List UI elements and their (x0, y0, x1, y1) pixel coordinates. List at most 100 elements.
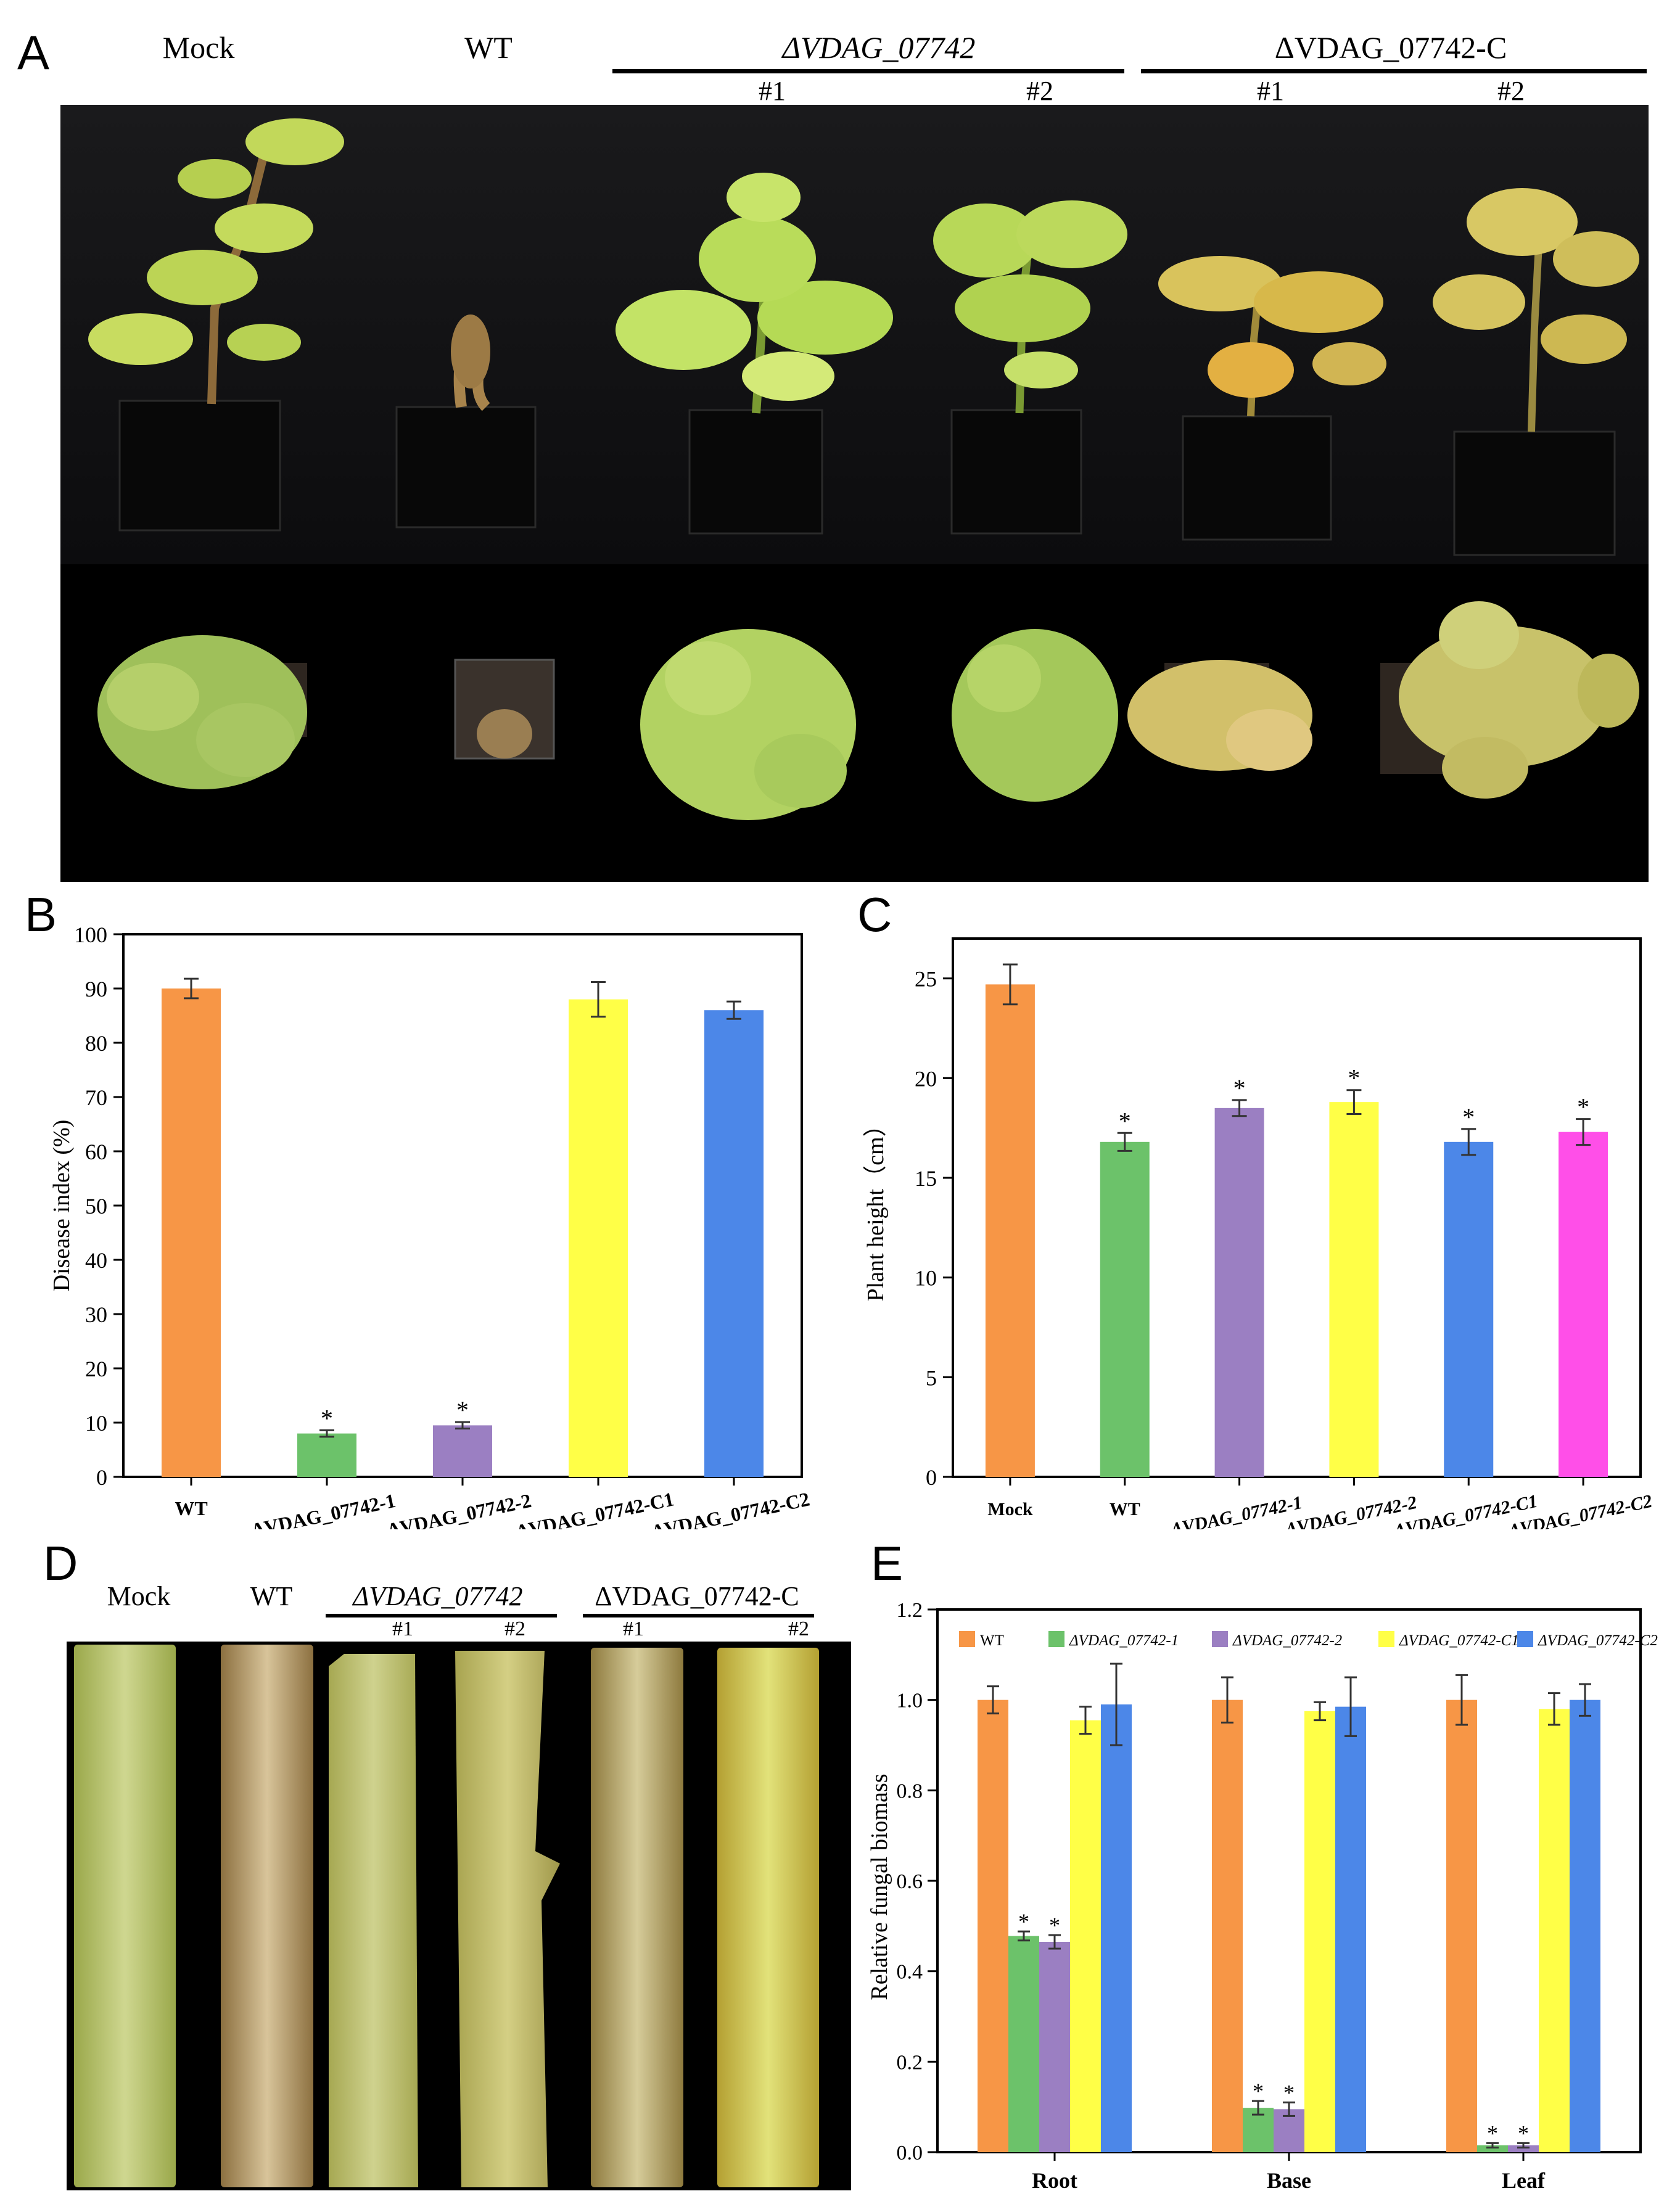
legend-swatch (1517, 1631, 1533, 1647)
panel-a-mutant-line1: #1 (759, 76, 786, 106)
bar-Mock (985, 984, 1035, 1477)
x-tick-label: ΔVDAG_07742-1 (250, 1489, 397, 1529)
significance-mark: * (456, 1396, 469, 1424)
chart-c-y-axis: 0 5 10 15 20 25 (915, 967, 953, 1490)
legend-label: ΔVDAG_07742-1 (1069, 1632, 1179, 1649)
panel-a-complement-line2: #2 (1497, 76, 1525, 106)
panel-d-label-complement: ΔVDAG_07742-C (595, 1581, 799, 1611)
panel-d-label-mock: Mock (107, 1581, 171, 1611)
legend-swatch (1048, 1631, 1064, 1647)
bar-WT (162, 989, 221, 1477)
panel-a-label-complement: ΔVDAG_07742-C (1274, 30, 1507, 65)
y-tick-label: 0.4 (897, 1961, 923, 1984)
chart-b-frame (122, 933, 803, 1478)
y-tick-label: 15 (915, 1166, 937, 1191)
bar-Leaf-ΔVDAG_07742-2 (1508, 2145, 1539, 2152)
bar-ΔVDAG_07742-1 (297, 1433, 356, 1477)
chart-e-y-axis: 0.0 0.2 0.4 0.6 0.8 1.0 1.2 (897, 1599, 937, 2164)
panel-d-label-wt: WT (250, 1581, 293, 1611)
bar-Leaf-ΔVDAG_07742-1 (1477, 2145, 1508, 2152)
significance-mark: * (1233, 1074, 1246, 1102)
chart-e-x-axis: Root Base Leaf (1032, 2152, 1546, 2193)
legend-swatch (1212, 1631, 1228, 1647)
chart-c-frame (952, 937, 1642, 1478)
panel-d-mutant-line1: #1 (392, 1617, 413, 1640)
chart-c-bars: * * * * * (985, 963, 1608, 1477)
panel-d-label-mutant: ΔVDAG_07742 (353, 1581, 523, 1611)
bar-WT (1100, 1141, 1150, 1477)
bar-ΔVDAG_07742-2 (1329, 1102, 1379, 1477)
x-tick-label: ΔVDAG_07742-2 (385, 1489, 533, 1529)
panel-a-letter: A (17, 25, 50, 80)
panel-a-label-mutant: ΔVDAG_07742 (782, 30, 976, 65)
bar-Base-ΔVDAG_07742-C1 (1304, 1711, 1335, 2152)
chart-e-fungal-biomass: WT ΔVDAG_07742-1 ΔVDAG_07742-2 ΔVDAG_07742-… (867, 1599, 1658, 2193)
significance-mark: * (321, 1404, 333, 1432)
bar-ΔVDAG_07742-C2 (704, 1010, 764, 1477)
bar-Root-ΔVDAG_07742-C2 (1101, 1704, 1132, 2152)
panel-b-letter: B (25, 887, 57, 942)
panel-a-plant-photo (60, 105, 1649, 882)
legend-label: ΔVDAG_07742-2 (1232, 1632, 1342, 1649)
chart-b-y-axis: 0 10 20 30 40 50 60 70 80 90 100 (74, 923, 123, 1490)
panel-d-letter: D (43, 1536, 78, 1590)
bar-Leaf-WT (1446, 1700, 1477, 2152)
y-tick-label: 100 (74, 923, 107, 947)
y-tick-label: 60 (85, 1140, 107, 1164)
y-tick-label: 0 (96, 1465, 107, 1490)
significance-mark: * (1018, 1909, 1029, 1934)
chart-e-ylabel: Relative fungal biomass (867, 1774, 892, 2000)
bar-Base-ΔVDAG_07742-C2 (1335, 1706, 1366, 2152)
y-tick-label: 0.2 (897, 2051, 923, 2074)
legend-label: WT (980, 1632, 1004, 1649)
chart-e-legend: WT ΔVDAG_07742-1 ΔVDAG_07742-2 ΔVDAG_07742-… (959, 1631, 1658, 1649)
panel-d-complement-line2: #2 (788, 1617, 809, 1640)
chart-b-bars: * * (162, 977, 764, 1477)
chart-b-ylabel: Disease index (%) (49, 1120, 75, 1292)
legend-label: ΔVDAG_07742-C1 (1399, 1632, 1519, 1649)
y-tick-label: 0.8 (897, 1780, 923, 1802)
significance-mark: * (1518, 2121, 1529, 2145)
y-tick-label: 10 (85, 1411, 107, 1436)
panel-d-mutant-line2: #2 (504, 1617, 525, 1640)
y-tick-label: 1.0 (897, 1690, 923, 1712)
y-tick-label: 30 (85, 1302, 107, 1327)
bar-ΔVDAG_07742-1 (1214, 1108, 1264, 1477)
bar-Root-ΔVDAG_07742-C1 (1070, 1720, 1101, 2152)
significance-mark: * (1487, 2121, 1498, 2145)
y-tick-label: 80 (85, 1031, 107, 1056)
bar-ΔVDAG_07742-C1 (1444, 1141, 1494, 1477)
y-tick-label: 50 (85, 1194, 107, 1219)
bar-ΔVDAG_07742-C1 (569, 999, 628, 1477)
panel-a-label-mock: Mock (162, 30, 235, 65)
x-tick-label: WT (1110, 1499, 1140, 1519)
bar-Root-WT (978, 1700, 1008, 2152)
x-tick-label: Leaf (1502, 2168, 1546, 2193)
chart-e-bars: * * * * * * (978, 1663, 1600, 2152)
y-tick-label: 90 (85, 977, 107, 1001)
y-tick-label: 5 (926, 1365, 937, 1390)
x-tick-label: Mock (987, 1499, 1033, 1519)
significance-mark: * (1119, 1107, 1131, 1135)
legend-swatch (1378, 1631, 1394, 1647)
significance-mark: * (1049, 1913, 1060, 1938)
chart-b-plot-frame (122, 933, 803, 1478)
significance-mark: * (1348, 1064, 1360, 1092)
x-tick-label: Root (1032, 2168, 1077, 2193)
panel-d-mutant-underline (326, 1614, 557, 1617)
x-tick-label: WT (175, 1497, 207, 1519)
bar-Base-WT (1212, 1700, 1243, 2152)
y-tick-label: 20 (85, 1357, 107, 1381)
panel-a-label-wt: WT (464, 30, 513, 65)
panel-e-letter: E (871, 1536, 904, 1590)
x-tick-label: Base (1267, 2168, 1311, 2193)
bar-Leaf-ΔVDAG_07742-C1 (1539, 1709, 1570, 2152)
bar-Leaf-ΔVDAG_07742-C2 (1570, 1700, 1600, 2152)
y-tick-label: 0.6 (897, 1870, 923, 1893)
chart-c-x-axis: Mock WT ΔVDAG_07742-1ΔVDAG_07742-2ΔVDAG_07… (987, 1477, 1654, 1529)
panel-d-complement-underline (583, 1614, 814, 1617)
bar-ΔVDAG_07742-2 (433, 1425, 492, 1477)
y-tick-label: 20 (915, 1066, 937, 1091)
significance-mark: * (1577, 1093, 1589, 1121)
